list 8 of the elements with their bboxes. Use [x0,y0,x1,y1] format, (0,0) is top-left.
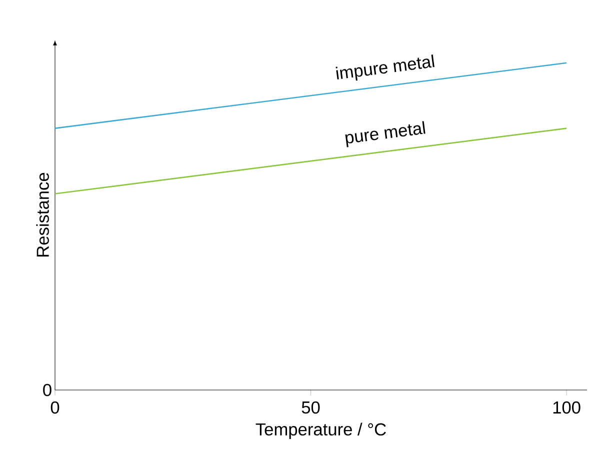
x-tick-label: 100 [553,401,580,414]
text: 0 [43,384,52,396]
text: pure metal [345,121,426,148]
x-tick-label: 50 [302,401,320,414]
x-tick-label: 0 [50,401,60,414]
x-axis-title: Temperature / °C [256,422,386,439]
text: impure metal [336,54,434,81]
y-axis-title: Resistance [36,172,49,256]
